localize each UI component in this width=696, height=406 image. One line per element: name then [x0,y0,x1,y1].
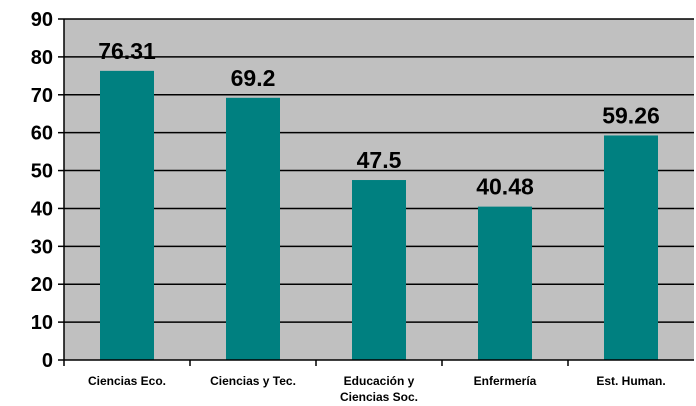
x-category-label: Ciencias y Tec. [210,374,296,388]
x-category-label: Enfermería [474,374,537,388]
bar [226,97,280,360]
bar [352,180,406,360]
x-category-label: Est. Human. [596,374,665,388]
bar [604,135,658,360]
data-label: 59.26 [602,102,660,128]
data-labels: 76.31 69.2 47.5 40.48 59.26 [98,38,660,200]
y-tick-label: 90 [31,9,53,31]
bar [478,206,532,360]
y-axis-tick-labels: 0 10 20 30 40 50 60 70 80 90 [31,9,64,372]
x-category-label: Ciencias Eco. [88,374,166,388]
y-tick-label: 50 [31,161,53,183]
data-label: 76.31 [98,38,156,64]
y-tick-label: 80 [31,47,53,69]
data-label: 47.5 [357,147,402,173]
y-tick-label: 60 [31,123,53,145]
data-label: 69.2 [231,65,276,91]
bar [100,70,154,361]
data-label: 40.48 [476,174,534,200]
y-tick-label: 70 [31,85,53,107]
y-tick-label: 0 [42,350,53,372]
y-tick-label: 10 [31,312,53,334]
y-tick-label: 20 [31,274,53,296]
bars [100,70,658,361]
y-tick-label: 40 [31,198,53,220]
x-category-label: Educación y Ciencias Soc. [340,374,418,404]
y-tick-label: 30 [31,236,53,258]
axes [63,19,694,361]
